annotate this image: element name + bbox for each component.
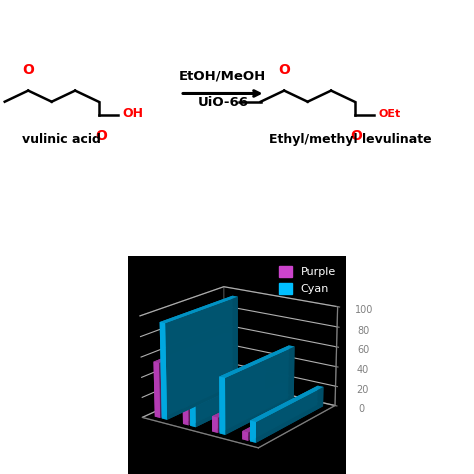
Text: O: O <box>278 63 290 77</box>
Text: vulinic acid: vulinic acid <box>22 133 101 146</box>
Text: EtOH/MeOH: EtOH/MeOH <box>179 70 266 83</box>
Text: OEt: OEt <box>378 109 400 118</box>
Text: Ethyl/methyl levulinate: Ethyl/methyl levulinate <box>269 133 432 146</box>
Text: O: O <box>95 129 107 143</box>
Text: O: O <box>22 63 34 77</box>
Text: OH: OH <box>122 107 143 120</box>
Legend: Purple, Cyan: Purple, Cyan <box>274 262 340 299</box>
Text: UiO-66: UiO-66 <box>197 96 248 109</box>
Text: O: O <box>351 129 363 143</box>
